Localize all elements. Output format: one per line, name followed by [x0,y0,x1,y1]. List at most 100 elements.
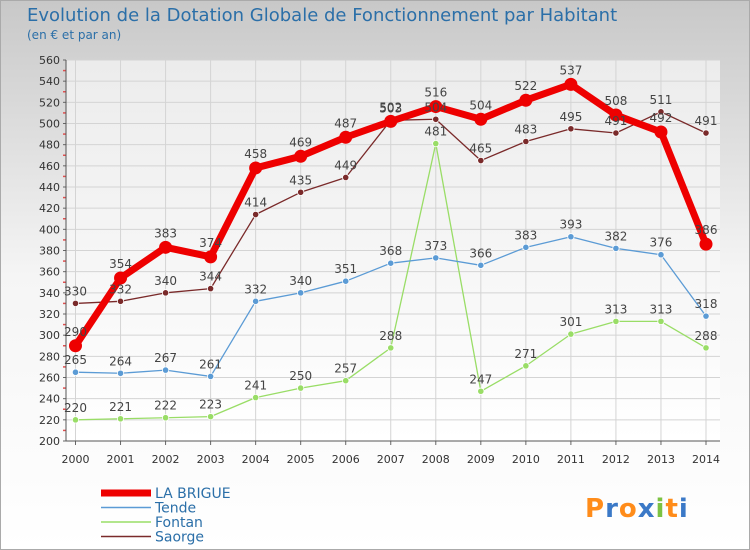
data-label-saorge: 332 [109,282,132,296]
data-point-la-brigue [384,114,398,128]
data-point-tende [387,259,395,267]
y-tick-label: 280 [39,350,60,363]
data-point-la-brigue [114,271,128,285]
data-point-fontan [612,317,620,326]
data-point-tende [567,233,575,241]
data-label-la-brigue: 537 [559,63,582,77]
x-tick-label: 2005 [287,453,315,466]
data-point-tende [116,369,125,377]
data-point-fontan [477,387,485,395]
data-label-fontan: 257 [334,362,357,376]
label-layer: 220 221 222 223 241 250 257 288 481 247 271 301 313 3… [64,63,717,414]
data-label-saorge: 414 [244,196,267,210]
data-label-la-brigue: 374 [199,236,222,250]
data-label-la-brigue: 354 [109,257,132,271]
data-point-saorge [477,156,485,165]
y-tick-label: 440 [39,181,60,194]
data-label-fontan: 288 [379,329,402,343]
data-label-tende: 332 [244,282,267,296]
data-point-la-brigue [159,240,173,254]
data-label-fontan: 222 [154,399,177,413]
data-point-la-brigue [339,130,353,144]
brand-letter: P [585,494,605,524]
data-point-fontan [702,344,710,352]
data-point-saorge [71,299,80,308]
brand-letter: r [605,494,619,524]
data-point-tende [432,254,440,262]
brand-text: Proxiti [585,494,689,524]
y-tick-label: 540 [39,75,60,88]
data-label-la-brigue: 522 [514,79,537,93]
data-label-saorge: 491 [604,114,627,128]
brand-letter: o [619,494,638,524]
legend-label-la-brigue: LA BRIGUE [155,486,231,502]
data-point-saorge [567,125,575,133]
data-label-fontan: 223 [199,398,222,412]
x-tick-label: 2006 [332,453,360,466]
data-point-la-brigue [249,161,263,175]
data-point-fontan [116,415,125,423]
data-point-la-brigue [474,112,488,126]
data-point-saorge [207,284,215,293]
x-tick-label: 2000 [62,453,90,466]
y-tick-label: 460 [39,160,60,173]
data-label-saorge: 465 [469,142,492,156]
x-tick-label: 2007 [377,453,405,466]
y-tick-label: 260 [39,372,60,385]
chart-title: Evolution de la Dotation Globale de Fonc… [27,5,617,26]
y-tick-label: 380 [39,245,60,258]
data-point-la-brigue [699,237,713,251]
data-label-tende: 382 [604,229,627,243]
data-label-saorge: 495 [559,110,582,124]
data-point-saorge [161,289,170,297]
data-label-la-brigue: 516 [424,86,447,100]
brand-letter: i [656,494,666,524]
y-tick-label: 500 [39,118,60,131]
data-label-la-brigue: 458 [244,147,267,161]
data-label-saorge: 340 [154,274,177,288]
x-tick-label: 2012 [602,453,630,466]
data-label-la-brigue: 504 [469,98,492,112]
data-point-saorge [252,210,260,219]
data-label-la-brigue: 508 [604,94,627,108]
legend-label-fontan: Fontan [155,515,203,531]
series-layer [69,77,713,424]
x-tick-label: 2001 [107,453,135,466]
data-label-la-brigue: 502 [379,100,402,114]
y-tick-label: 520 [39,96,60,109]
data-label-saorge: 491 [695,114,718,128]
y-tick-label: 360 [39,266,60,279]
brand-letter: i [679,494,689,524]
x-tick-label: 2002 [152,453,180,466]
x-tick-label: 2013 [647,453,675,466]
data-label-la-brigue: 487 [334,116,357,130]
y-tick-label: 300 [39,329,60,342]
data-point-saorge [657,108,665,116]
data-point-la-brigue [519,93,533,107]
data-label-saorge: 483 [514,122,537,136]
data-point-la-brigue [294,149,308,163]
data-point-la-brigue [654,125,668,139]
series-tende [71,233,710,381]
data-label-la-brigue: 383 [154,226,177,240]
data-label-fontan: 250 [289,369,312,383]
data-point-fontan [657,317,665,326]
data-label-fontan: 301 [559,315,582,329]
axis-layer: 200 220 240 260 280 300 320 340 360 380 400 420 440 4… [39,54,720,466]
y-tick-label: 320 [39,308,60,321]
data-point-tende [207,372,215,381]
data-label-saorge: 435 [289,173,312,187]
data-point-fontan [297,384,305,392]
data-point-tende [297,289,305,297]
data-label-tende: 366 [469,246,492,260]
series-fontan [71,140,710,424]
x-tick-label: 2009 [467,453,495,466]
data-point-tende [161,366,170,374]
data-label-saorge: 449 [334,158,357,172]
legend-label-saorge: Saorge [155,530,204,546]
data-label-tende: 261 [199,357,222,371]
data-label-saorge: 504 [424,100,447,114]
